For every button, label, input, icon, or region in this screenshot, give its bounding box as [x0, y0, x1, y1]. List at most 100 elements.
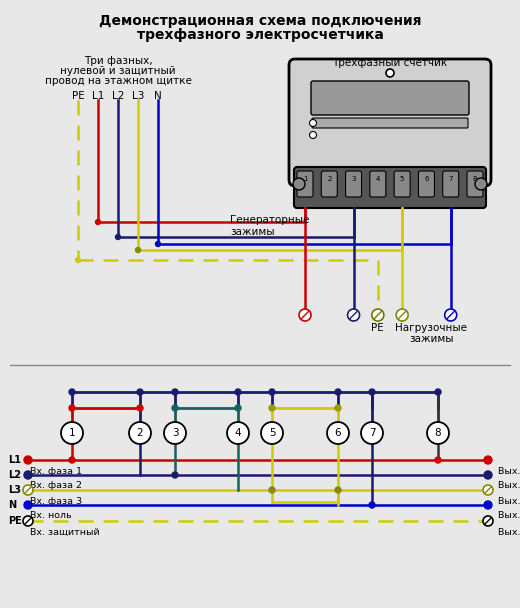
Circle shape	[347, 309, 359, 321]
Circle shape	[386, 69, 394, 77]
Circle shape	[69, 389, 75, 395]
Circle shape	[227, 422, 249, 444]
Text: 7: 7	[369, 428, 375, 438]
Text: Вх. защитный: Вх. защитный	[30, 528, 100, 536]
Circle shape	[23, 516, 33, 526]
Circle shape	[24, 456, 32, 464]
Text: Вых. ноль: Вых. ноль	[498, 511, 520, 520]
Text: 8: 8	[473, 176, 477, 182]
Circle shape	[361, 422, 383, 444]
Text: Вых. фаза 1: Вых. фаза 1	[498, 466, 520, 475]
Circle shape	[369, 502, 375, 508]
Circle shape	[23, 485, 33, 495]
Text: PE: PE	[371, 323, 384, 333]
Circle shape	[483, 516, 493, 526]
Text: N: N	[8, 500, 16, 510]
Text: 8: 8	[435, 428, 441, 438]
Circle shape	[75, 258, 81, 263]
Circle shape	[172, 405, 178, 411]
Circle shape	[327, 422, 349, 444]
Text: 2: 2	[327, 176, 331, 182]
Circle shape	[235, 389, 241, 395]
Text: 6: 6	[335, 428, 341, 438]
Circle shape	[335, 487, 341, 493]
Circle shape	[69, 457, 75, 463]
Text: трехфазного электросчетчика: трехфазного электросчетчика	[137, 28, 383, 42]
Circle shape	[69, 405, 75, 411]
Circle shape	[24, 471, 32, 479]
Text: L1: L1	[92, 91, 104, 101]
Text: нулевой и защитный: нулевой и защитный	[60, 66, 176, 76]
Circle shape	[172, 389, 178, 395]
Text: 1: 1	[69, 428, 75, 438]
Circle shape	[261, 422, 283, 444]
Text: провод на этажном щитке: провод на этажном щитке	[45, 76, 191, 86]
Text: 5: 5	[269, 428, 275, 438]
Text: Демонстрационная схема подключения: Демонстрационная схема подключения	[99, 14, 421, 28]
Text: PE: PE	[72, 91, 84, 101]
Text: N: N	[154, 91, 162, 101]
Circle shape	[484, 456, 492, 464]
Text: Вых. защитный: Вых. защитный	[498, 528, 520, 536]
Circle shape	[155, 241, 161, 246]
Circle shape	[136, 247, 140, 252]
Circle shape	[435, 457, 441, 463]
FancyBboxPatch shape	[297, 171, 313, 197]
Text: Нагрузочные: Нагрузочные	[395, 323, 467, 333]
Circle shape	[164, 422, 186, 444]
FancyBboxPatch shape	[289, 59, 491, 186]
FancyBboxPatch shape	[443, 171, 459, 197]
Text: Вых. фаза 3: Вых. фаза 3	[498, 497, 520, 505]
Text: 6: 6	[424, 176, 428, 182]
Circle shape	[445, 309, 457, 321]
Text: зажимы: зажимы	[230, 227, 275, 237]
Circle shape	[372, 309, 384, 321]
Text: 1: 1	[303, 176, 307, 182]
FancyBboxPatch shape	[312, 118, 468, 128]
Text: L3: L3	[132, 91, 144, 101]
Text: Вх. фаза 3: Вх. фаза 3	[30, 497, 82, 505]
Circle shape	[137, 389, 143, 395]
Text: Трехфазный счетчик: Трехфазный счетчик	[332, 58, 448, 68]
Circle shape	[129, 422, 151, 444]
Circle shape	[484, 501, 492, 509]
Text: L1: L1	[8, 455, 21, 465]
Text: PE: PE	[8, 516, 22, 526]
Text: 4: 4	[235, 428, 241, 438]
Circle shape	[435, 389, 441, 395]
Text: 3: 3	[352, 176, 356, 182]
Text: Генераторные: Генераторные	[230, 215, 309, 225]
Text: зажимы: зажимы	[409, 334, 453, 344]
Text: 2: 2	[137, 428, 144, 438]
FancyBboxPatch shape	[346, 171, 361, 197]
Text: Вх. ноль: Вх. ноль	[30, 511, 72, 520]
Text: Три фазных,: Три фазных,	[84, 56, 152, 66]
FancyBboxPatch shape	[394, 171, 410, 197]
Circle shape	[269, 487, 275, 493]
Text: L2: L2	[112, 91, 124, 101]
Circle shape	[172, 472, 178, 478]
Circle shape	[335, 389, 341, 395]
Circle shape	[483, 485, 493, 495]
Circle shape	[235, 405, 241, 411]
Circle shape	[335, 405, 341, 411]
Text: 7: 7	[448, 176, 453, 182]
FancyBboxPatch shape	[321, 171, 337, 197]
Circle shape	[475, 178, 487, 190]
FancyBboxPatch shape	[370, 171, 386, 197]
Circle shape	[396, 309, 408, 321]
Text: Вх. фаза 2: Вх. фаза 2	[30, 482, 82, 491]
Circle shape	[269, 389, 275, 395]
FancyBboxPatch shape	[294, 167, 486, 208]
FancyBboxPatch shape	[311, 81, 469, 115]
Text: 4: 4	[375, 176, 380, 182]
Text: L2: L2	[8, 470, 21, 480]
Circle shape	[484, 471, 492, 479]
Text: 5: 5	[400, 176, 405, 182]
Circle shape	[293, 178, 305, 190]
Circle shape	[309, 120, 317, 126]
Circle shape	[115, 235, 121, 240]
Circle shape	[309, 131, 317, 139]
Circle shape	[369, 389, 375, 395]
FancyBboxPatch shape	[419, 171, 434, 197]
